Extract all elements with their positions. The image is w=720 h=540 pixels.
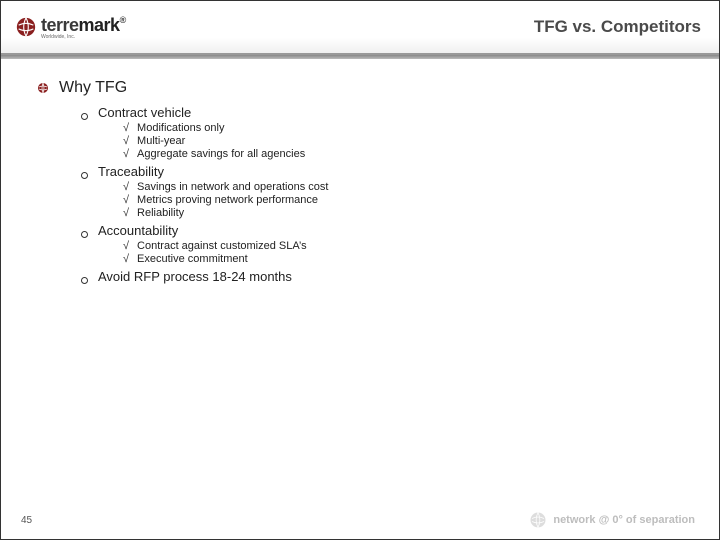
footer-globe-icon bbox=[529, 511, 547, 529]
level3-item: √ Metrics proving network performance bbox=[123, 194, 699, 206]
footer-brand: network @ 0° of separation bbox=[529, 511, 695, 529]
logo-text-part-a: terre bbox=[41, 15, 79, 35]
slide-title: TFG vs. Competitors bbox=[534, 17, 701, 37]
level3-item: √ Multi-year bbox=[123, 135, 699, 147]
level2-text: Contract vehicle bbox=[98, 105, 191, 120]
level3-text: Multi-year bbox=[137, 135, 185, 147]
slide-header: terremark® Worldwide, Inc. TFG vs. Compe… bbox=[1, 1, 719, 55]
level3-item: √ Modifications only bbox=[123, 122, 699, 134]
brand-logo: terremark® Worldwide, Inc. bbox=[15, 15, 126, 40]
level3-item: √ Reliability bbox=[123, 207, 699, 219]
level3-item: √ Contract against customized SLA’s bbox=[123, 240, 699, 252]
level3-item: √ Savings in network and operations cost bbox=[123, 181, 699, 193]
circle-bullet-icon bbox=[81, 113, 88, 120]
logo-wordmark: terremark® bbox=[41, 15, 126, 36]
level2-item: Contract vehicle bbox=[81, 105, 699, 120]
level2-item: Avoid RFP process 18-24 months bbox=[81, 269, 699, 284]
level3-text: Savings in network and operations cost bbox=[137, 181, 328, 193]
circle-bullet-icon bbox=[81, 172, 88, 179]
circle-bullet-icon bbox=[81, 231, 88, 238]
level3-text: Metrics proving network performance bbox=[137, 194, 318, 206]
check-bullet-icon: √ bbox=[123, 148, 129, 160]
level2-item: Traceability bbox=[81, 164, 699, 179]
level1-item: Why TFG bbox=[37, 79, 699, 97]
check-bullet-icon: √ bbox=[123, 253, 129, 265]
check-bullet-icon: √ bbox=[123, 181, 129, 193]
level2-text: Avoid RFP process 18-24 months bbox=[98, 269, 292, 284]
level3-text: Contract against customized SLA’s bbox=[137, 240, 307, 252]
level3-text: Executive commitment bbox=[137, 253, 248, 265]
check-bullet-icon: √ bbox=[123, 240, 129, 252]
check-bullet-icon: √ bbox=[123, 207, 129, 219]
level2-text: Accountability bbox=[98, 223, 178, 238]
level3-text: Modifications only bbox=[137, 122, 224, 134]
level3-text: Aggregate savings for all agencies bbox=[137, 148, 305, 160]
slide-footer: 45 network @ 0° of separation bbox=[1, 511, 719, 529]
logo-text-part-b: mark bbox=[79, 15, 120, 35]
level2-text: Traceability bbox=[98, 164, 164, 179]
footer-tagline: network @ 0° of separation bbox=[553, 514, 695, 526]
page-number: 45 bbox=[21, 515, 32, 526]
circle-bullet-icon bbox=[81, 277, 88, 284]
level3-text: Reliability bbox=[137, 207, 184, 219]
check-bullet-icon: √ bbox=[123, 194, 129, 206]
level3-item: √ Aggregate savings for all agencies bbox=[123, 148, 699, 160]
level2-item: Accountability bbox=[81, 223, 699, 238]
globe-bullet-icon bbox=[37, 82, 49, 94]
slide-content: Why TFG Contract vehicle √ Modifications … bbox=[1, 55, 719, 284]
terremark-globe-icon bbox=[15, 16, 37, 38]
check-bullet-icon: √ bbox=[123, 122, 129, 134]
check-bullet-icon: √ bbox=[123, 135, 129, 147]
level1-text: Why TFG bbox=[59, 79, 127, 97]
level3-item: √ Executive commitment bbox=[123, 253, 699, 265]
